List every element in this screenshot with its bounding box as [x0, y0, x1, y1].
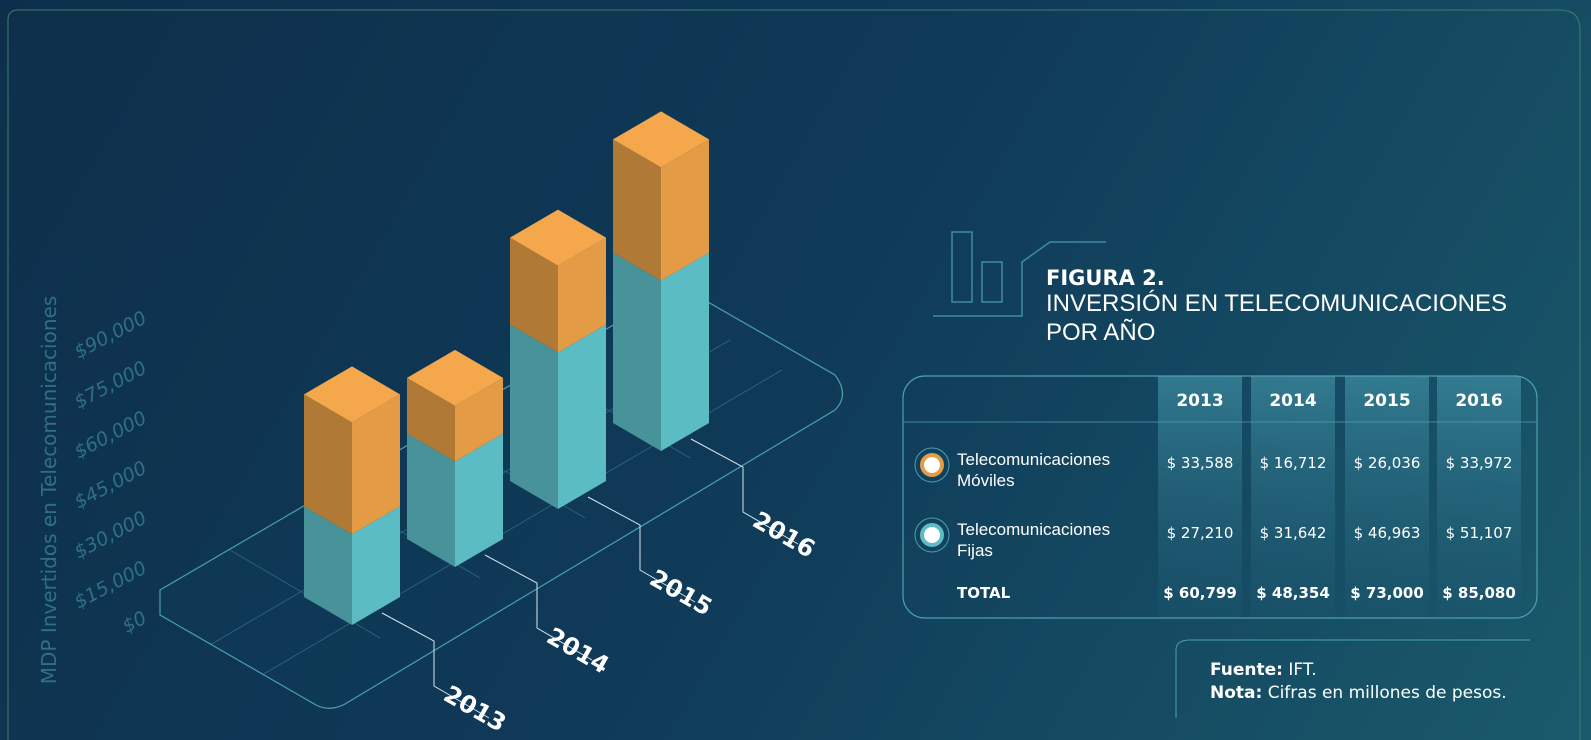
table-header: 2015 — [1363, 391, 1410, 411]
footer-frame — [1175, 639, 1530, 718]
leader-line — [690, 438, 799, 545]
bar-right-face — [455, 433, 503, 567]
bar-top-face — [510, 209, 606, 266]
figure-title: INVERSIÓN EN TELECOMUNICACIONES POR AÑO — [1046, 290, 1507, 346]
bar-right-face — [661, 252, 709, 451]
bar-right-face — [352, 506, 400, 625]
bar-right-face — [455, 377, 503, 462]
bar-left-face — [304, 394, 352, 535]
total-cell: $ 48,354 — [1256, 584, 1330, 602]
legend-ring — [914, 517, 950, 553]
bar-segment — [407, 349, 503, 462]
bar-top-face — [613, 111, 709, 168]
table-cell: $ 51,107 — [1446, 524, 1513, 542]
column-bg — [1158, 376, 1242, 618]
legend-marker — [920, 453, 944, 477]
table-cell: $ 31,642 — [1260, 524, 1327, 542]
bar-segment — [613, 252, 709, 451]
source: Fuente: IFT. — [1210, 659, 1507, 682]
column-bg — [1437, 376, 1521, 618]
note-label: Nota: — [1210, 683, 1263, 703]
leader-line — [381, 612, 490, 719]
table-frame — [902, 375, 1538, 619]
table-header: 2013 — [1176, 391, 1223, 411]
y-tick-label: $75,000 — [71, 357, 151, 413]
x-tick-label: 2013 — [439, 680, 511, 738]
y-tick-label: $15,000 — [71, 557, 151, 613]
bar-left-face — [407, 433, 455, 567]
source-label: Fuente: — [1210, 660, 1283, 680]
bar-segment — [613, 111, 709, 281]
table-cell: $ 27,210 — [1167, 524, 1234, 542]
legend-label: Telecomunicaciones Móviles — [957, 450, 1111, 490]
bar-left-face — [613, 139, 661, 281]
y-tick-label: $30,000 — [71, 507, 151, 563]
bar-right-face — [352, 394, 400, 535]
bar-segment — [304, 366, 400, 535]
bar-left-face — [510, 324, 558, 509]
note-text: Cifras en millones de pesos. — [1267, 683, 1507, 703]
bar-left-face — [510, 237, 558, 353]
column-bg — [1345, 376, 1429, 618]
x-tick-label: 2015 — [645, 564, 717, 622]
table-cell: $ 33,972 — [1446, 454, 1513, 472]
bar-segment — [510, 324, 606, 509]
table-cell: $ 16,712 — [1260, 454, 1327, 472]
table-header: 2014 — [1269, 391, 1316, 411]
leader-line — [484, 554, 593, 661]
table-cell: $ 33,588 — [1167, 454, 1234, 472]
bar-left-face — [304, 506, 352, 625]
bar-left-face — [407, 377, 455, 462]
bar-segment — [510, 209, 606, 353]
total-cell: $ 73,000 — [1350, 584, 1424, 602]
y-tick-label: $0 — [119, 607, 151, 638]
y-tick-label: $45,000 — [71, 457, 151, 513]
source-text: IFT. — [1288, 660, 1317, 680]
table-header: 2016 — [1455, 391, 1502, 411]
bar-top-face — [304, 366, 400, 423]
leader-line — [587, 496, 696, 603]
bar-left-face — [613, 252, 661, 451]
column-bg — [1251, 376, 1335, 618]
footer: Fuente: IFT. Nota: Cifras en millones de… — [1210, 659, 1507, 705]
legend-label: Telecomunicaciones Fijas — [957, 520, 1111, 560]
bar-top-face — [407, 349, 503, 406]
figure-icon — [933, 231, 1106, 317]
note: Nota: Cifras en millones de pesos. — [1210, 682, 1507, 705]
x-tick-label: 2016 — [748, 506, 820, 564]
bar-right-face — [558, 324, 606, 509]
bar-segment — [407, 433, 503, 567]
bar-segment — [304, 506, 400, 625]
bar-right-face — [661, 139, 709, 281]
table-cell: $ 26,036 — [1354, 454, 1421, 472]
total-cell: $ 85,080 — [1442, 584, 1516, 602]
figure-number: FIGURA 2. — [1046, 266, 1165, 290]
x-tick-label: 2014 — [542, 622, 614, 680]
y-axis-label: MDP Invertidos en Telecomunicaciones — [37, 296, 61, 685]
table-cell: $ 46,963 — [1354, 524, 1421, 542]
frame — [7, 9, 1581, 740]
legend-marker — [920, 523, 944, 547]
bar-right-face — [558, 237, 606, 353]
y-tick-label: $60,000 — [71, 407, 151, 463]
total-cell: $ 60,799 — [1163, 584, 1237, 602]
total-label: TOTAL — [957, 584, 1011, 602]
y-tick-label: $90,000 — [71, 307, 151, 363]
legend-ring — [914, 447, 950, 483]
